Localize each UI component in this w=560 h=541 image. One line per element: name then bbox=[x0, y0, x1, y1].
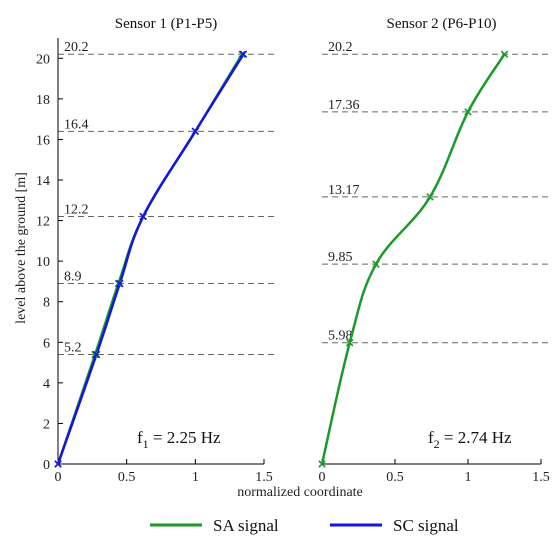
data-point bbox=[345, 338, 354, 347]
x-tick-label: 1 bbox=[465, 470, 472, 485]
y-tick-label: 18 bbox=[36, 93, 50, 108]
level-label: 8.9 bbox=[64, 269, 82, 284]
legend: SA signal SC signal bbox=[150, 516, 459, 535]
data-point bbox=[191, 127, 200, 136]
x-tick-label: 1.5 bbox=[255, 470, 273, 485]
y-tick-label: 10 bbox=[36, 255, 50, 270]
panel-title: Sensor 1 (P1-P5) bbox=[115, 16, 218, 32]
y-tick-label: 16 bbox=[36, 133, 50, 148]
y-tick-label: 20 bbox=[36, 52, 50, 67]
legend-label-sa: SA signal bbox=[213, 516, 279, 535]
y-axis-label: level above the ground [m] bbox=[14, 172, 29, 324]
legend-label-sc: SC signal bbox=[393, 516, 459, 535]
series-line bbox=[56, 53, 245, 465]
data-point bbox=[54, 460, 62, 468]
level-label: 20.2 bbox=[328, 40, 353, 55]
sensor-2-panel: Sensor 2 (P6-P10)20.217.3613.179.855.980… bbox=[318, 16, 551, 485]
level-label: 17.36 bbox=[328, 98, 360, 113]
data-point bbox=[92, 350, 101, 359]
x-tick-label: 0 bbox=[55, 470, 62, 485]
x-tick-label: 1.5 bbox=[532, 470, 550, 485]
data-point bbox=[114, 279, 123, 288]
y-tick-label: 14 bbox=[36, 174, 50, 189]
x-axis-label: normalized coordinate bbox=[237, 485, 363, 500]
data-point bbox=[426, 193, 434, 201]
frequency-annotation: f2 = 2.74 Hz bbox=[428, 428, 512, 451]
data-point bbox=[238, 50, 246, 58]
sensor-1-panel: Sensor 1 (P1-P5) 20.2 16.4 12.2 8.9 5.2 0 0.5 1 1… bbox=[36, 16, 274, 485]
y-tick-label: 6 bbox=[43, 336, 50, 351]
data-point bbox=[464, 108, 472, 116]
y-tick-label: 12 bbox=[36, 215, 50, 230]
y-tick-label: 0 bbox=[43, 458, 50, 473]
level-label: 12.2 bbox=[64, 203, 89, 218]
y-tick-label: 4 bbox=[43, 377, 50, 392]
data-point bbox=[372, 260, 380, 268]
y-tick-label: 2 bbox=[43, 417, 50, 432]
data-point bbox=[139, 212, 147, 221]
series-line bbox=[56, 53, 244, 465]
data-point bbox=[116, 279, 124, 288]
data-point bbox=[500, 50, 509, 58]
x-tick-label: 1 bbox=[192, 470, 199, 485]
y-tick-label: 8 bbox=[43, 296, 50, 311]
data-point bbox=[91, 350, 99, 359]
data-point bbox=[318, 460, 326, 468]
x-tick-label: 0.5 bbox=[118, 470, 136, 485]
frequency-annotation: f1 = 2.25 Hz bbox=[137, 428, 221, 451]
level-label: 5.2 bbox=[64, 340, 82, 355]
level-label: 13.17 bbox=[328, 183, 360, 198]
x-tick-label: 0 bbox=[319, 470, 326, 485]
level-label: 20.2 bbox=[64, 40, 89, 55]
level-label: 16.4 bbox=[64, 117, 89, 132]
data-point bbox=[239, 50, 248, 58]
panel-title: Sensor 2 (P6-P10) bbox=[386, 16, 496, 32]
level-label: 9.85 bbox=[328, 250, 353, 265]
x-tick-label: 0.5 bbox=[386, 470, 404, 485]
